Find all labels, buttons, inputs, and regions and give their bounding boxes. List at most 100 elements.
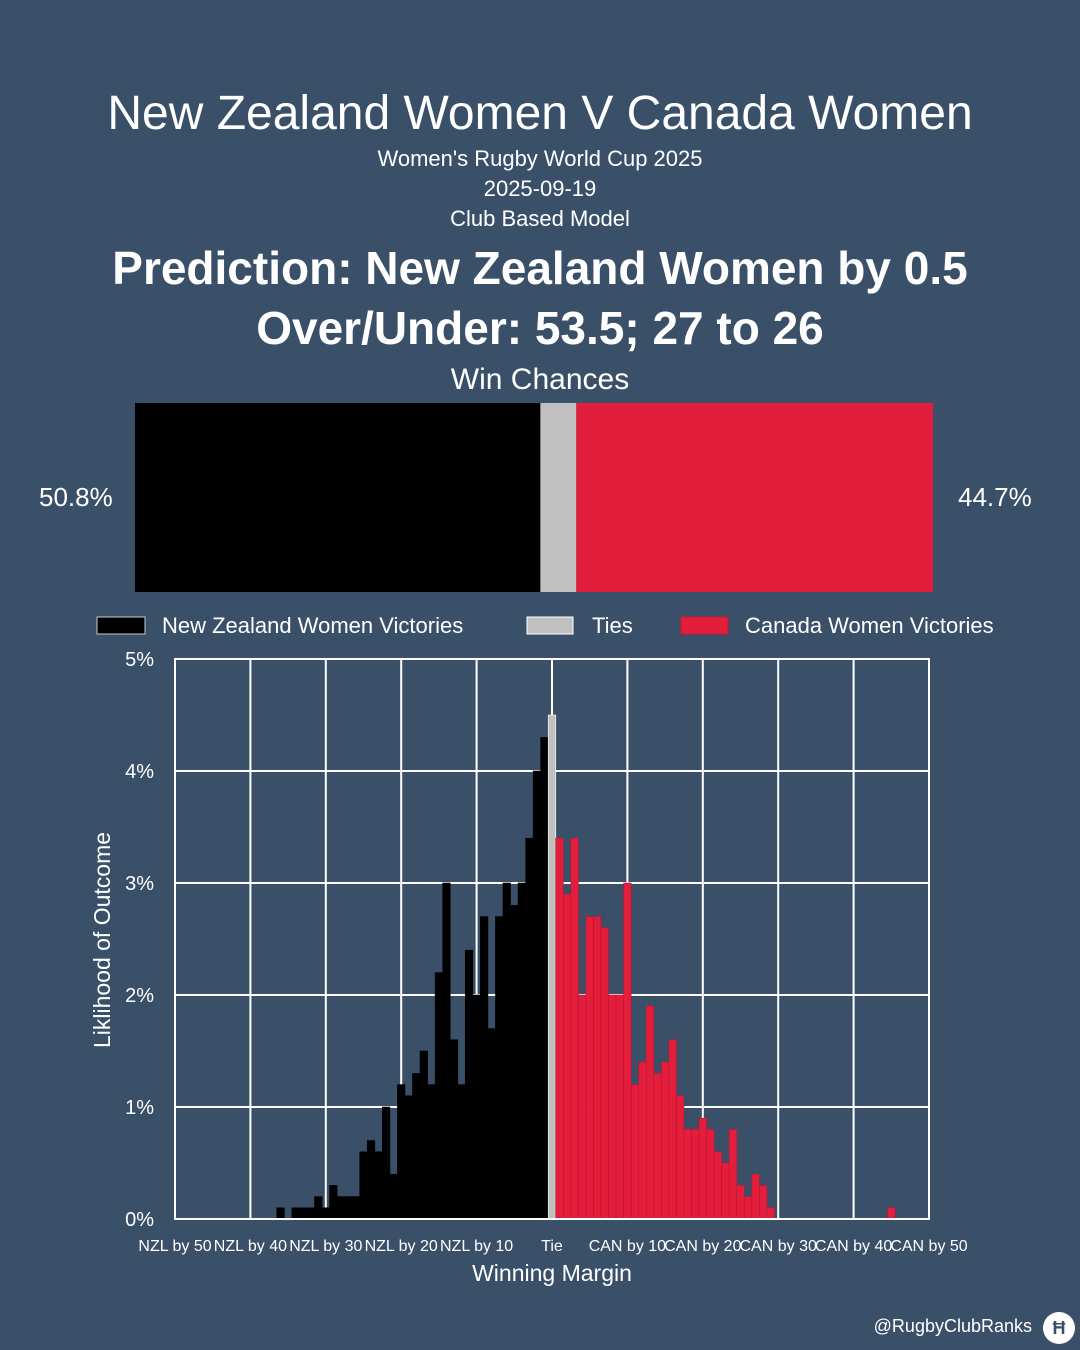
y-axis-label: Liklihood of Outcome xyxy=(89,832,115,1048)
win-bar-tie xyxy=(540,403,577,592)
histogram-bar xyxy=(751,1173,760,1220)
histogram-bar xyxy=(706,1129,715,1220)
x-tick-label: CAN by 50 xyxy=(890,1238,967,1255)
histogram-bar xyxy=(359,1151,368,1220)
match-date: 2025-09-19 xyxy=(483,176,597,201)
histogram-bar xyxy=(608,994,617,1220)
x-tick-label: CAN by 10 xyxy=(589,1238,666,1255)
histogram-bar xyxy=(570,837,579,1220)
histogram-bar xyxy=(404,1095,413,1220)
histogram-bar xyxy=(653,1073,662,1220)
histogram-bar xyxy=(676,1095,685,1220)
x-tick-label: CAN by 40 xyxy=(815,1238,892,1255)
plot-frame xyxy=(174,658,930,1220)
x-tick-label: NZL by 30 xyxy=(289,1238,362,1255)
legend-swatch-tie xyxy=(526,616,574,635)
nzl-win-percent: 50.8% xyxy=(39,482,113,512)
histogram-bar xyxy=(299,1207,308,1220)
win-chances-bar xyxy=(135,403,933,592)
histogram-bar xyxy=(510,905,519,1220)
win-bar-nzl xyxy=(135,403,541,592)
win-bar-can xyxy=(576,403,933,592)
histogram-bar xyxy=(427,1084,436,1220)
histogram-bar xyxy=(563,893,572,1220)
footer-handle: @RugbyClubRanks xyxy=(873,1316,1032,1336)
histogram-bar xyxy=(397,1084,406,1220)
y-tick-label: 0% xyxy=(125,1209,154,1231)
model-name: Club Based Model xyxy=(450,206,630,231)
histogram-bar xyxy=(306,1207,315,1220)
histogram-bar xyxy=(615,994,624,1220)
histogram-bar xyxy=(321,1207,330,1220)
histogram-bar xyxy=(276,1207,285,1220)
chart-bars xyxy=(276,714,896,1220)
histogram-bar xyxy=(351,1196,361,1220)
histogram-bar xyxy=(464,949,474,1220)
x-axis-label: Winning Margin xyxy=(472,1260,632,1286)
histogram-bar xyxy=(683,1129,692,1220)
win-chances-label: Win Chances xyxy=(450,363,630,396)
x-tick-label: NZL by 40 xyxy=(214,1238,287,1255)
prediction-text: Prediction: New Zealand Women by 0.5 xyxy=(112,242,968,294)
histogram-bar xyxy=(487,1028,496,1220)
histogram-bar xyxy=(721,1162,730,1220)
histogram-bar xyxy=(336,1196,345,1220)
histogram-bar xyxy=(540,737,549,1220)
histogram-bar xyxy=(600,927,609,1220)
histogram-bar xyxy=(480,916,489,1220)
histogram-bar xyxy=(366,1140,376,1220)
can-win-percent: 44.7% xyxy=(958,482,1032,512)
y-tick-label: 5% xyxy=(125,649,154,671)
legend: New Zealand Women Victories Ties Canada … xyxy=(96,613,994,638)
histogram-bar xyxy=(668,1039,677,1220)
histogram-bar xyxy=(645,1005,655,1220)
histogram-bar xyxy=(412,1073,421,1220)
x-tick-label: NZL by 10 xyxy=(440,1238,513,1255)
histogram-bar xyxy=(578,994,587,1220)
histogram-bar xyxy=(728,1129,738,1220)
histogram-bar xyxy=(344,1196,353,1220)
x-axis-ticks: NZL by 50 NZL by 40 NZL by 30 NZL by 20 NZL … xyxy=(138,1238,967,1255)
y-tick-label: 4% xyxy=(125,761,154,783)
y-tick-label: 3% xyxy=(125,873,154,895)
histogram-bar xyxy=(314,1196,323,1220)
histogram-bar xyxy=(547,714,557,1220)
histogram-bar xyxy=(585,916,594,1220)
histogram-bar xyxy=(495,916,504,1220)
y-tick-label: 2% xyxy=(125,985,154,1007)
histogram-bar xyxy=(517,882,526,1220)
x-tick-label: NZL by 20 xyxy=(365,1238,438,1255)
histogram-bar xyxy=(382,1106,391,1220)
legend-label-can: Canada Women Victories xyxy=(745,613,994,638)
x-tick-label: CAN by 20 xyxy=(664,1238,741,1255)
histogram-bar xyxy=(374,1151,383,1220)
histogram-bar xyxy=(457,1084,466,1220)
histogram-bar xyxy=(434,972,443,1220)
histogram-bar xyxy=(419,1050,428,1220)
histogram-bar xyxy=(630,1084,640,1220)
histogram-bar xyxy=(442,882,451,1220)
histogram-bar xyxy=(389,1173,398,1220)
histogram-bar xyxy=(525,837,534,1220)
histogram-bar xyxy=(887,1207,896,1220)
rugby-posts-icon: Ħ xyxy=(1043,1312,1075,1344)
over-under-text: Over/Under: 53.5; 27 to 26 xyxy=(256,302,824,354)
histogram-bar xyxy=(713,1151,722,1220)
histogram-bar xyxy=(329,1185,338,1220)
histogram-bar xyxy=(691,1129,700,1220)
histogram-bar xyxy=(472,994,481,1220)
histogram-bar xyxy=(661,1061,670,1220)
y-tick-label: 1% xyxy=(125,1097,154,1119)
legend-label-nzl: New Zealand Women Victories xyxy=(162,613,463,638)
legend-swatch-nzl xyxy=(96,616,146,635)
y-axis-ticks: 0% 1% 2% 3% 4% 5% xyxy=(125,649,154,1231)
histogram-bar xyxy=(291,1207,300,1220)
histogram-bar xyxy=(555,837,564,1220)
histogram-bar xyxy=(759,1185,768,1220)
legend-swatch-can xyxy=(680,616,729,635)
histogram-bar xyxy=(638,1061,647,1220)
x-tick-label: CAN by 30 xyxy=(740,1238,817,1255)
histogram-bar xyxy=(698,1117,707,1220)
page-title: New Zealand Women V Canada Women xyxy=(107,87,973,140)
